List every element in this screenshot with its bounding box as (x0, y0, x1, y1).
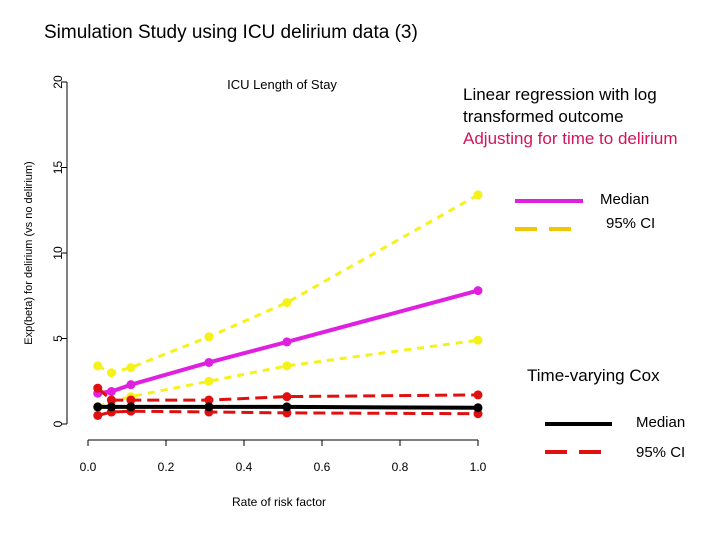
lr-annotation: Linear regression with log transformed o… (463, 84, 677, 150)
series-cox-ci_upper-point (282, 392, 292, 402)
legend-cox-ci-label: 95% CI (636, 444, 686, 461)
series-cox-ci_upper-point (106, 395, 116, 405)
y-tick-label: 15 (51, 161, 65, 175)
series-lr-ci_upper-point (204, 332, 214, 342)
series-cox-median-point (473, 403, 483, 413)
series-cox-median-point (282, 402, 292, 412)
chart-title: ICU Length of Stay (227, 77, 337, 92)
series-cox-median-point (126, 402, 136, 412)
series-lr-median-point (204, 357, 214, 367)
series-cox-ci_lower-point (93, 410, 103, 420)
legend-cox-median-label: Median (636, 414, 686, 431)
series-cox-ci_upper-line (96, 386, 479, 402)
y-tick-label: 5 (51, 335, 65, 342)
x-tick-label: 0.0 (80, 460, 97, 474)
y-axis-label: Exp(beta) for delirium (vs no delirium) (23, 161, 35, 344)
lr-annotation-line2: transformed outcome (463, 107, 624, 126)
series-lr-ci_upper-point (126, 363, 136, 373)
x-tick-label: 0.2 (158, 460, 175, 474)
series-cox-ci_upper-point (473, 390, 483, 400)
series-lr-ci_upper-point (106, 368, 116, 378)
series-cox-median-point (106, 402, 116, 412)
y-tick-label: 10 (51, 246, 65, 260)
y-tick-label: 20 (51, 75, 65, 89)
series-lr-ci_lower-point (473, 335, 483, 345)
x-axis-label: Rate of risk factor (232, 495, 326, 509)
series-lr-median-point (106, 387, 116, 397)
lr-annotation-line1: Linear regression with log (463, 85, 657, 104)
slide-title: Simulation Study using ICU delirium data… (44, 22, 418, 43)
y-tick-label: 0 (51, 420, 65, 427)
x-tick-label: 0.8 (392, 460, 409, 474)
series-lr-median-point (473, 286, 483, 296)
x-tick-label: 1.0 (470, 460, 487, 474)
series-lr-median-point (126, 380, 136, 390)
lr-annotation-line3: Adjusting for time to delirium (463, 129, 678, 148)
series-cox-median-point (93, 402, 103, 412)
x-tick-label: 0.6 (314, 460, 331, 474)
series-cox-median-point (204, 402, 214, 412)
series-lr-ci_upper-line (97, 193, 479, 375)
series-cox-ci_upper-point (93, 383, 103, 393)
cox-annotation: Time-varying Cox (527, 366, 660, 385)
legend-lr-median-label: Median (600, 191, 650, 208)
series-lr-ci_upper-point (473, 190, 483, 200)
series-lr-ci_upper-point (93, 361, 103, 371)
series-lr-ci_upper-point (282, 298, 292, 308)
series-lr-ci_lower-line (97, 338, 479, 409)
series-lr-median-point (282, 337, 292, 347)
series-cox-ci_upper-point (204, 395, 214, 405)
series-lr-ci_lower-point (282, 361, 292, 371)
series-cox-ci_upper-point (126, 395, 136, 405)
legend-lr-ci-label: 95% CI (606, 215, 656, 232)
series-lr-ci_lower-point (204, 376, 214, 386)
x-tick-label: 0.4 (236, 460, 253, 474)
